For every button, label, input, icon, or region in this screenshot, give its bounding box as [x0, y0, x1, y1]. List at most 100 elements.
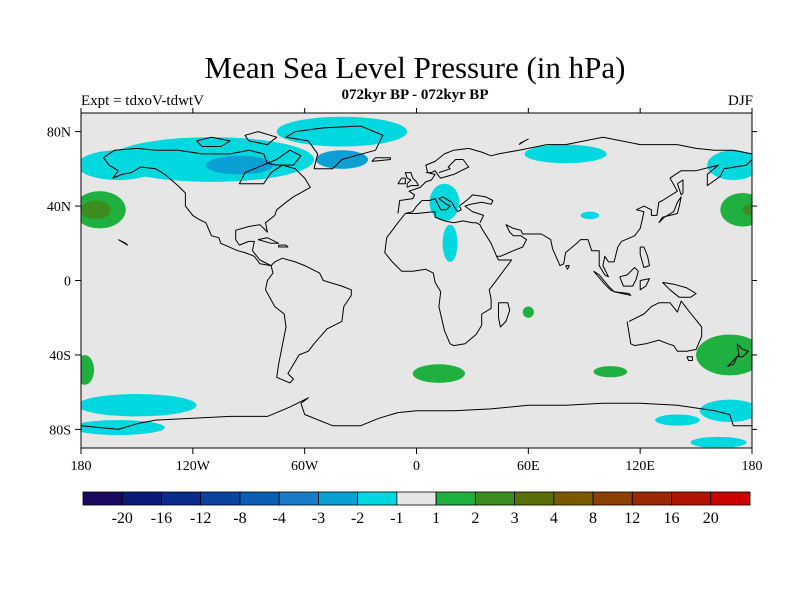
coastline: [404, 172, 419, 188]
colorbar-box: [278, 491, 319, 506]
colorbar-label: -16: [151, 510, 172, 527]
y-tick-label: 80S: [49, 423, 71, 438]
colorbar-box: [161, 491, 202, 506]
coastline: [662, 281, 697, 298]
colorbar-box: [435, 491, 476, 506]
map-axes: 180 120W 60W 0 60E 120E 180 80N 40N 0 40S 80S: [47, 108, 763, 474]
colorbar-label: -1: [390, 510, 403, 527]
anomaly-region: [81, 200, 111, 220]
coastline: [118, 239, 129, 246]
coastline: [244, 131, 278, 146]
colorbar-box: [553, 491, 594, 506]
y-tick-label: 80N: [47, 126, 71, 141]
anomaly-contours: [81, 116, 752, 448]
y-tick-label: 40S: [49, 349, 71, 364]
anomaly-region: [655, 414, 700, 426]
coastline: [103, 147, 311, 267]
colorbar: -20 -16 -12 -8 -4 -3 -2 -1 1 2 3 4 8 12 16 20: [82, 491, 751, 527]
coastline: [498, 302, 511, 328]
anomaly-region: [720, 193, 752, 227]
colorbar-box: [671, 491, 712, 506]
coastline: [425, 159, 470, 179]
anomaly-region: [442, 224, 458, 262]
coastline: [384, 159, 752, 347]
x-tick-label: 180: [71, 459, 92, 474]
coastline: [371, 157, 391, 162]
colorbar-label: 20: [703, 510, 719, 527]
colorbar-box: [710, 491, 751, 506]
anomaly-region: [699, 399, 752, 422]
coastline: [658, 196, 682, 224]
colorbar-box: [514, 491, 555, 506]
coastline: [639, 246, 650, 268]
anomaly-region: [412, 364, 465, 383]
x-tick-label: 60W: [291, 459, 319, 474]
colorbar-box: [121, 491, 162, 506]
anomaly-region: [522, 306, 534, 318]
anomaly-region: [81, 150, 160, 180]
y-tick-label: 0: [64, 275, 71, 290]
coastline: [397, 136, 752, 214]
colorbar-box: [357, 491, 398, 506]
colorbar-label: 16: [664, 510, 680, 527]
plot-subtitle: 072kyr BP - 072kyr BP: [341, 87, 489, 103]
coastline: [196, 136, 231, 147]
colorbar-box: [474, 491, 515, 506]
coastline: [613, 291, 632, 296]
x-tick-label: 120W: [176, 459, 211, 474]
anomaly-region: [276, 116, 408, 147]
coastline: [639, 278, 650, 291]
anomaly-region: [707, 150, 752, 180]
coastline: [397, 177, 406, 185]
anomaly-region: [593, 366, 628, 378]
anomaly-region: [742, 204, 752, 216]
coastline: [619, 267, 639, 287]
x-tick-label: 0: [413, 459, 420, 474]
colorbar-label: -2: [351, 510, 364, 527]
coastline: [565, 265, 570, 270]
coastline: [727, 343, 749, 367]
anomaly-region: [81, 394, 197, 417]
colorbar-label: 3: [511, 510, 519, 527]
colorbar-label: -4: [273, 510, 286, 527]
coastline: [278, 244, 289, 248]
coastline: [81, 397, 752, 430]
coastline: [626, 300, 703, 352]
coastline: [676, 179, 684, 196]
colorbar-box: [396, 491, 437, 506]
coastline: [405, 194, 494, 224]
colorbar-label: 4: [550, 510, 558, 527]
colorbar-label: -12: [190, 510, 211, 527]
coastline: [518, 138, 529, 146]
colorbar-box: [82, 491, 123, 506]
season-label: DJF: [727, 93, 753, 109]
colorbar-box: [631, 491, 672, 506]
coastline: [265, 257, 352, 384]
x-tick-label: 180: [742, 459, 763, 474]
anomaly-region: [205, 155, 273, 175]
colorbar-box: [200, 491, 241, 506]
colorbar-label: -8: [233, 510, 246, 527]
coastline: [267, 149, 302, 166]
colorbar-label: 1: [432, 510, 440, 527]
colorbar-box: [239, 491, 280, 506]
coastline: [285, 125, 384, 170]
experiment-label: Expt = tdxoV-tdwtV: [81, 93, 204, 109]
anomaly-region: [81, 420, 165, 435]
coastline: [257, 237, 280, 244]
colorbar-box: [318, 491, 359, 506]
colorbar-box: [592, 491, 633, 506]
colorbar-label: 12: [624, 510, 640, 527]
x-tick-label: 60E: [517, 459, 540, 474]
colorbar-label: 2: [471, 510, 479, 527]
colorbar-label: -20: [112, 510, 133, 527]
colorbar-label: -3: [312, 510, 325, 527]
plot-title: Mean Sea Level Pressure (in hPa): [204, 50, 626, 85]
anomaly-region: [81, 354, 95, 385]
coastlines: [81, 125, 752, 430]
coastline: [686, 356, 693, 361]
y-tick-label: 40N: [47, 200, 71, 215]
anomaly-region: [580, 211, 600, 220]
